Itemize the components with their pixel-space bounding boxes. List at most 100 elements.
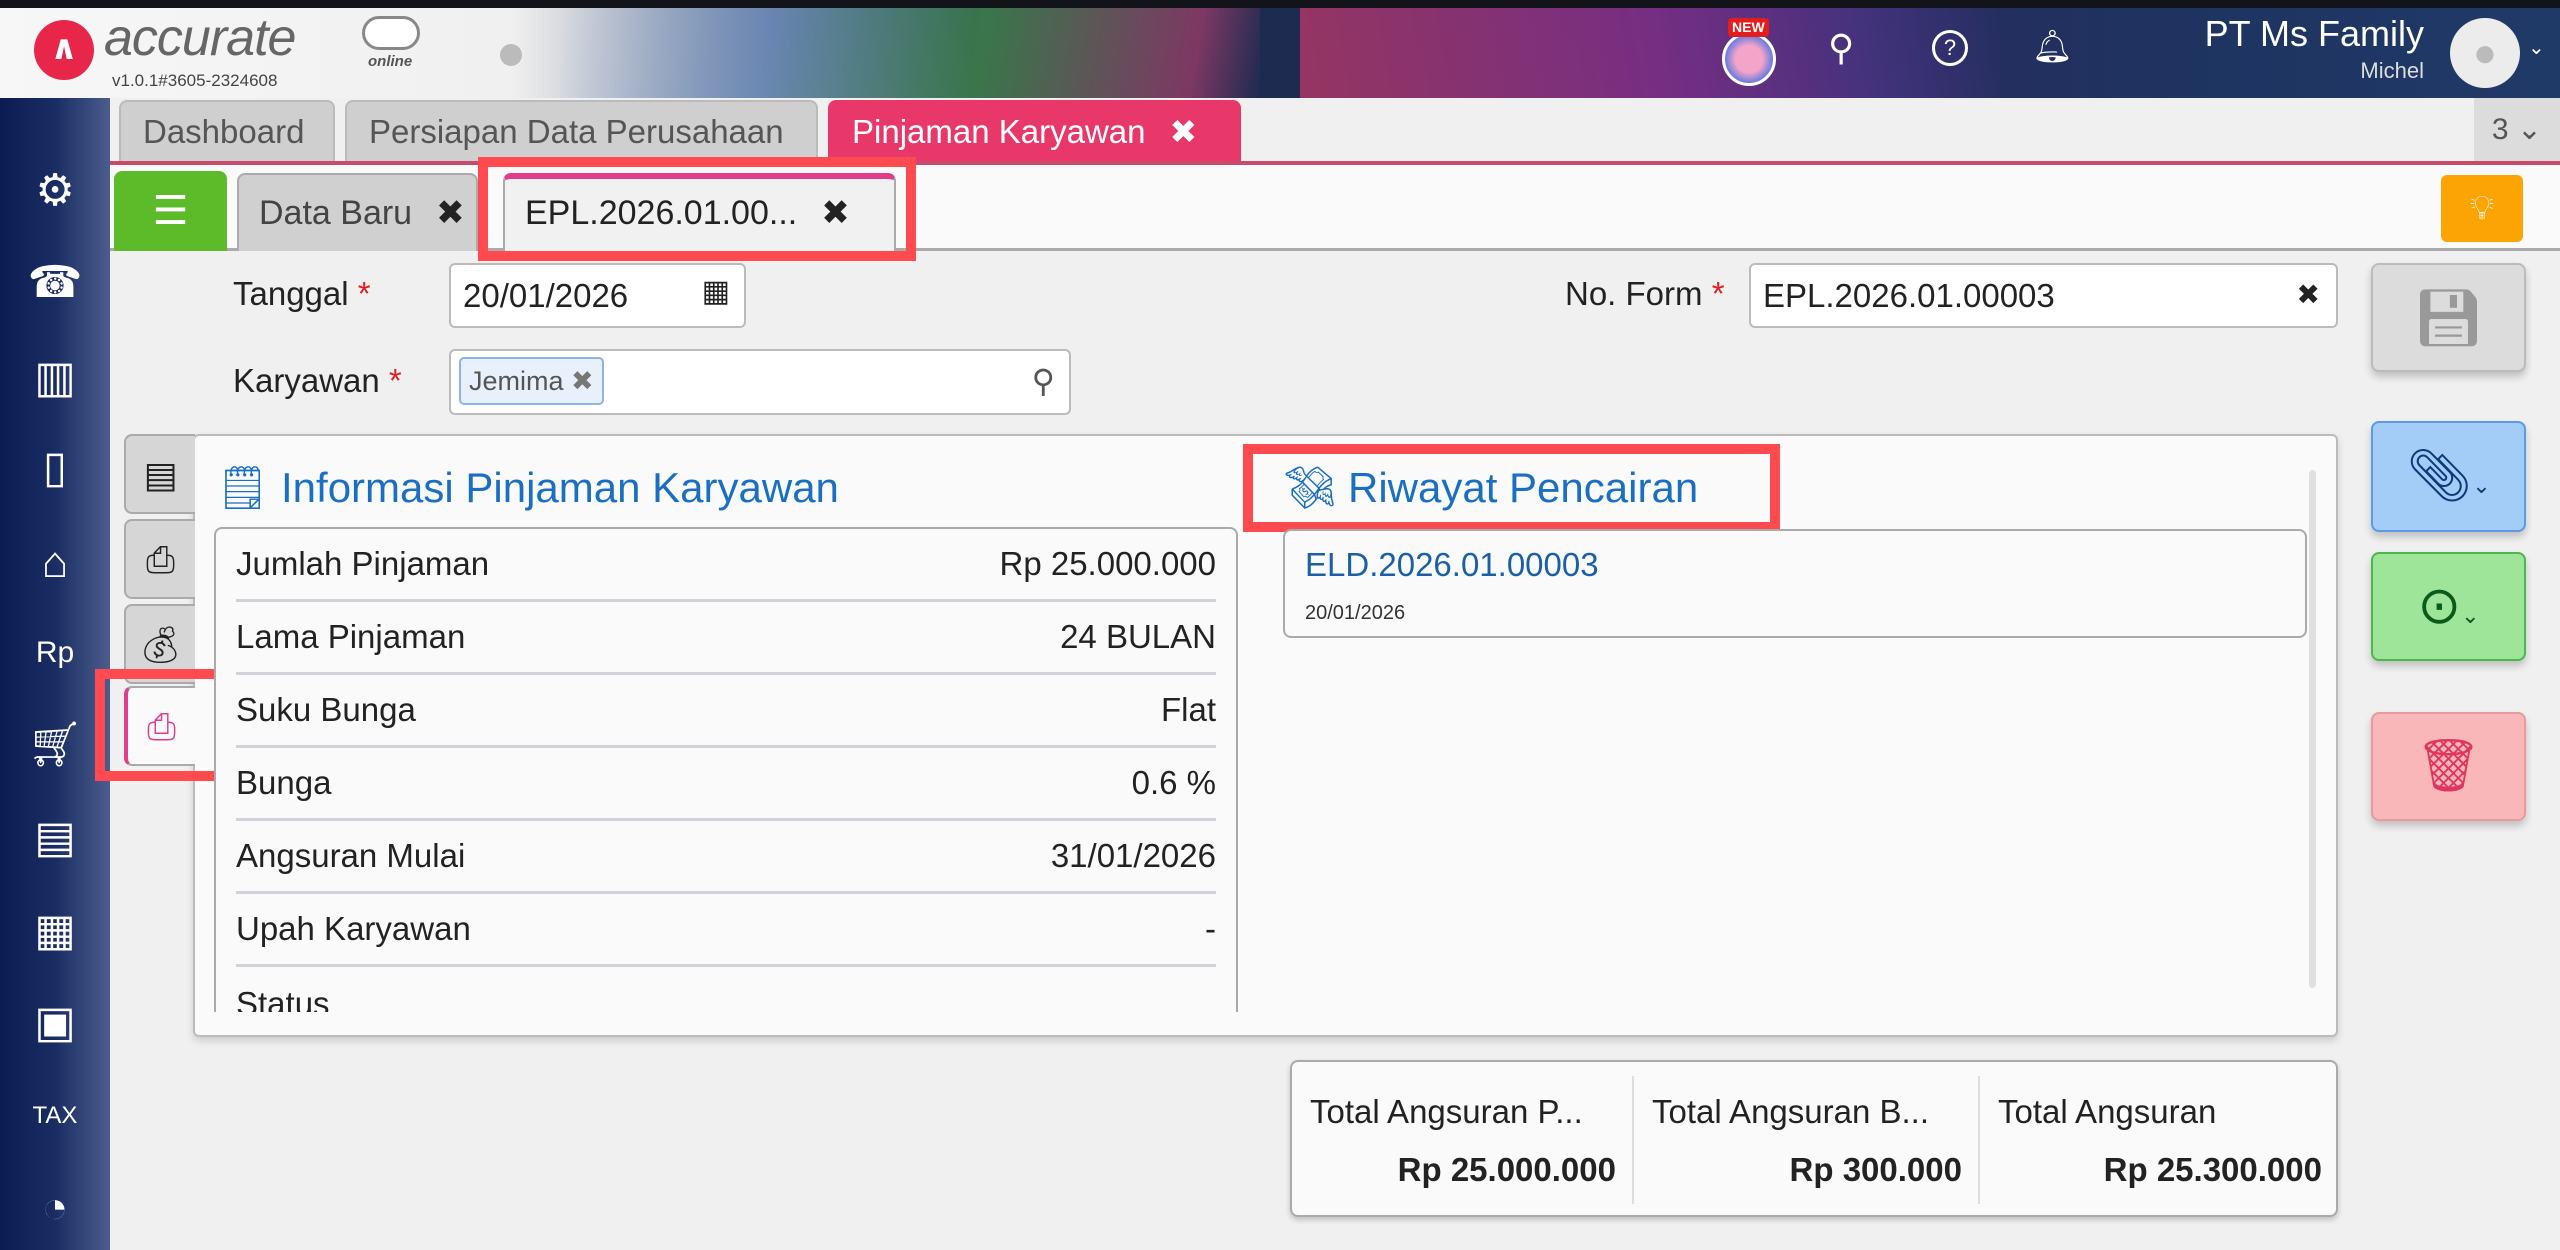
company-name[interactable]: PT Ms Family [2204,13,2424,54]
header-decoration [1300,8,2000,98]
totals-summary: Total Angsuran P... Rp 25.000.000 Total A… [1290,1060,2338,1217]
version-label: v1.0.1#3605-2324608 [112,71,278,90]
close-tab-icon[interactable]: ✖ [1169,113,1198,150]
chevron-down-icon: ⌄ [2461,603,2480,628]
sidebar [0,98,110,1250]
total-bunga: Total Angsuran B... Rp 300.000 [1652,1093,1962,1188]
paperclip-icon: 📎︎ [2406,447,2473,505]
highlight-box [478,157,916,261]
search-icon[interactable]: ⚲ [1031,363,1055,399]
user-avatar[interactable]: ● [2450,18,2520,88]
money-bag-icon[interactable]: Rp [35,636,75,669]
subtab-data-baru[interactable]: Data Baru ✖ [237,173,478,251]
factory-icon[interactable]: ▦ [34,906,76,955]
chevron-down-icon[interactable]: ⌄ [2528,37,2545,59]
no-form-value: EPL.2026.01.00003 [1763,277,2055,314]
conveyor-icon[interactable]: ▣ [34,998,76,1047]
scrollbar[interactable] [2309,470,2316,988]
search-icon[interactable]: ⚲ [1828,27,1855,68]
money-bag-icon: 💰︎ [137,624,184,665]
info-row: Jumlah Pinjaman Rp 25.000.000 [236,529,1216,602]
karyawan-input[interactable]: Jemima ✖ ⚲ [449,349,1071,415]
informasi-title: 🗒︎ Informasi Pinjaman Karyawan [216,464,839,511]
report-chart-icon[interactable]: ◔ [41,1183,69,1232]
save-button[interactable]: 💾︎ [2371,263,2526,372]
tab-count-dropdown[interactable]: 3 ⌄ [2474,98,2560,162]
tab-label: Persiapan Data Perusahaan [369,113,784,150]
ledger-book-icon[interactable]: ▯ [42,443,68,492]
new-badge: NEW [1728,18,1769,37]
clear-icon[interactable]: ✖ [2296,279,2320,310]
no-form-label: No. Form * [1565,275,1725,312]
tanggal-date-input[interactable]: 20/01/2026 ▦ [449,263,746,328]
subtab-label: EPL.2026.01.00... [525,194,798,232]
no-form-input[interactable]: EPL.2026.01.00003 ✖ [1749,263,2338,328]
floppy-disk-icon: 💾︎ [2412,286,2485,349]
total-angsuran: Total Angsuran Rp 25.300.000 [1998,1093,2322,1188]
shopping-cart-icon[interactable]: 🛒︎ [27,720,83,769]
info-row: Upah Karyawan - [236,894,1216,967]
tab-label: Dashboard [143,113,305,150]
bank-icon[interactable]: ⌂ [41,538,69,587]
info-printer-icon: ⎙ [146,539,175,580]
cloud-icon [362,16,420,50]
trolley-box-icon[interactable]: ▤ [34,813,76,862]
vtab-loan-info[interactable]: ⎙ [124,519,195,599]
document-icon: ▤ [143,454,178,495]
info-row: Suku Bunga Flat [236,675,1216,748]
vtab-document[interactable]: ▤ [124,434,195,514]
info-row: Angsuran Mulai 31/01/2026 [236,821,1216,894]
calendar-icon[interactable]: ▦ [701,275,730,308]
cash-disbursement-icon: 💸︎ [1283,464,1337,511]
bell-icon[interactable]: 🔔︎ [2032,28,2073,64]
attachment-button[interactable]: 📎︎⌄ [2371,421,2526,532]
highlight-box [95,669,224,781]
app-header [0,8,2560,98]
remove-chip-icon[interactable]: ✖ [571,366,594,396]
tanggal-value: 20/01/2026 [463,277,629,314]
karyawan-label: Karyawan * [233,362,402,399]
tab-pinjaman-karyawan[interactable]: Pinjaman Karyawan ✖ [828,100,1241,162]
disbursement-number-link[interactable]: ELD.2026.01.00003 [1305,546,1599,583]
tab-count: 3 [2491,113,2509,146]
tab-dashboard[interactable]: Dashboard [119,100,335,162]
close-subtab-icon[interactable]: ✖ [436,194,465,232]
top-strip [0,0,2560,8]
more-actions-button[interactable]: ⊙⌄ [2371,552,2526,661]
tab-underline [110,161,2560,165]
info-row: Lama Pinjaman 24 BULAN [236,602,1216,675]
receipt-info-icon: 🗒︎ [216,464,270,511]
accurate-logo-icon[interactable]: ∧ [34,20,94,80]
subtab-epl-record[interactable]: EPL.2026.01.00... ✖ [503,173,896,251]
divider [1632,1076,1634,1204]
total-pokok: Total Angsuran P... Rp 25.000.000 [1310,1093,1616,1188]
karyawan-chip: Jemima ✖ [459,357,604,405]
lightbulb-icon: 💡︎ [2470,189,2494,227]
tanggal-label: Tanggal * [233,275,371,312]
close-subtab-icon[interactable]: ✖ [821,194,850,232]
vtab-informasi[interactable]: ⎙ [124,686,195,766]
logo-subtext: online [368,53,413,70]
riwayat-title: 💸︎ Riwayat Pencairan [1283,464,1699,511]
chevron-down-icon: ⌄ [2472,473,2491,498]
tips-lightbulb-button[interactable]: 💡︎ [2441,175,2523,242]
tab-persiapan-data-perusahaan[interactable]: Persiapan Data Perusahaan [345,100,818,162]
fax-machine-icon[interactable]: ☎ [27,258,83,307]
loan-info-table: Jumlah Pinjaman Rp 25.000.000 Lama Pinjam… [214,527,1238,1012]
tab-label: Pinjaman Karyawan [852,113,1146,150]
delete-button[interactable]: 🗑︎ [2371,712,2526,821]
user-name[interactable]: Michel [2360,58,2424,83]
tax-icon[interactable]: TAX [32,1102,78,1129]
assistant-avatar-icon[interactable] [1722,32,1776,86]
divider [1978,1076,1980,1204]
disbursement-card[interactable]: ELD.2026.01.00003 20/01/2026 [1283,529,2307,638]
info-row: Bunga 0.6 % [236,748,1216,821]
help-icon[interactable]: ? [1932,30,1968,66]
info-printer-icon: ⎙ [147,706,176,747]
building-icon[interactable]: ▥ [34,353,76,402]
info-row: Status [236,984,330,1013]
settings-gear-icon[interactable]: ⚙ [35,166,75,215]
list-view-button[interactable]: ☰ [114,171,227,251]
header-decoration [560,8,1260,98]
disbursement-date: 20/01/2026 [1305,602,1406,624]
